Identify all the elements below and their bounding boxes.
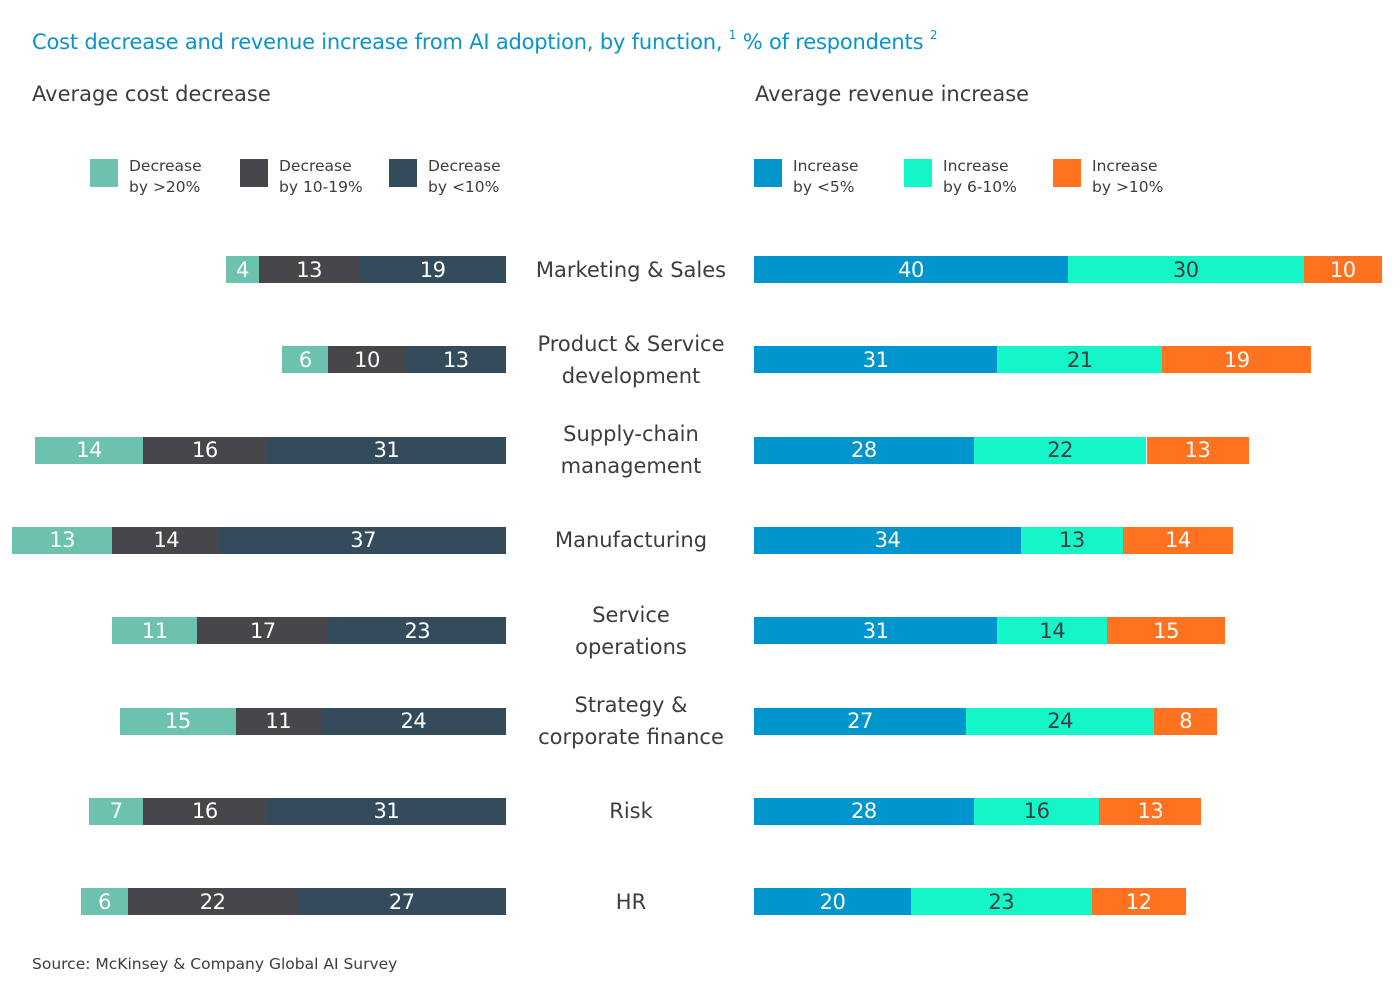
cost-bar-segment: 37 xyxy=(220,526,506,554)
revenue-bar-segment: 13 xyxy=(1020,526,1123,554)
cost-bar-segment: 7 xyxy=(89,797,144,825)
cost-bar-segment: 6 xyxy=(81,888,128,916)
category-label: Supply-chain management xyxy=(560,422,702,479)
cost-bar-segment: 23 xyxy=(328,617,506,645)
revenue-bar-segment: 34 xyxy=(754,526,1021,554)
revenue-bar-segment: 27 xyxy=(754,707,966,735)
cost-bar-segment: 11 xyxy=(235,707,321,735)
cost-legend-item: Decrease by >20% xyxy=(90,156,202,198)
footnote-marker-1: 1 xyxy=(728,28,737,42)
cost-bar-segment: 11 xyxy=(112,617,198,645)
revenue-bar-segment: 14 xyxy=(1122,526,1233,554)
legend-swatch xyxy=(904,159,932,187)
revenue-legend-item: Increase by <5% xyxy=(754,156,859,198)
cost-bar-segment: 16 xyxy=(143,797,267,825)
revenue-bar-segment: 40 xyxy=(754,256,1068,283)
legend-label: Decrease by >20% xyxy=(129,157,202,196)
revenue-legend-item: Increase by 6-10% xyxy=(904,156,1017,198)
legend-swatch xyxy=(90,159,118,187)
revenue-bar-segment: 16 xyxy=(973,797,1100,825)
legend-label: Decrease by <10% xyxy=(428,157,501,196)
revenue-bar-segment: 14 xyxy=(997,617,1108,645)
title-unit: % of respondents xyxy=(742,30,924,54)
legend-label: Increase by <5% xyxy=(793,157,859,196)
cost-bar-segment: 14 xyxy=(35,436,144,464)
legend-label: Increase by >10% xyxy=(1092,157,1164,196)
legend-swatch xyxy=(1053,159,1081,187)
revenue-bar-segment: 13 xyxy=(1099,797,1202,825)
cost-bar-segment: 16 xyxy=(143,436,267,464)
revenue-bar-segment: 28 xyxy=(754,797,974,825)
cost-panel-title: Average cost decrease xyxy=(32,82,271,106)
legend-label: Increase by 6-10% xyxy=(943,157,1017,196)
revenue-bar-segment: 31 xyxy=(754,617,998,645)
revenue-panel-title: Average revenue increase xyxy=(755,82,1030,106)
cost-bar-segment: 14 xyxy=(112,526,221,554)
cost-bar-segment: 31 xyxy=(266,436,506,464)
revenue-bar-segment: 15 xyxy=(1107,617,1225,645)
cost-bar-segment: 31 xyxy=(266,797,506,825)
revenue-bar-segment: 28 xyxy=(754,436,974,464)
chart-title: Cost decrease and revenue increase from … xyxy=(32,28,938,54)
revenue-legend-item: Increase by >10% xyxy=(1053,156,1163,198)
category-label: HR xyxy=(615,889,647,914)
revenue-bar-segment: 30 xyxy=(1068,256,1304,283)
cost-bar-segment: 27 xyxy=(297,888,506,916)
category-label: Risk xyxy=(609,799,653,824)
revenue-bar-segment: 24 xyxy=(965,707,1155,735)
cost-legend-item: Decrease by <10% xyxy=(389,156,501,198)
cost-legend-item: Decrease by 10-19% xyxy=(240,156,363,198)
cost-bar-segment: 13 xyxy=(11,526,113,554)
revenue-bar-segment: 10 xyxy=(1303,256,1382,283)
cost-bar-segment: 6 xyxy=(282,346,329,374)
cost-bar-segment: 17 xyxy=(197,617,329,645)
revenue-bar-segment: 8 xyxy=(1154,707,1218,735)
cost-bar-segment: 13 xyxy=(405,346,506,374)
category-label: Marketing & Sales xyxy=(535,257,727,282)
cost-bar-segment: 24 xyxy=(320,707,506,735)
legend-label: Decrease by 10-19% xyxy=(279,157,363,196)
legend-swatch xyxy=(240,159,268,187)
legend-swatch xyxy=(389,159,417,187)
revenue-bar-segment: 21 xyxy=(997,346,1163,374)
cost-bar-segment: 15 xyxy=(120,707,236,735)
category-label: Manufacturing xyxy=(554,528,708,553)
cost-bar-segment: 19 xyxy=(359,256,506,283)
revenue-bar-segment: 12 xyxy=(1091,888,1186,916)
category-label: Product & Service development xyxy=(537,331,725,388)
cost-bar-segment: 22 xyxy=(127,888,298,916)
category-label: Service operations xyxy=(575,602,687,659)
revenue-bar-segment: 22 xyxy=(973,436,1147,464)
revenue-bar-segment: 19 xyxy=(1162,346,1312,374)
cost-bar-segment: 13 xyxy=(258,256,360,283)
source-note: Source: McKinsey & Company Global AI Sur… xyxy=(32,955,398,973)
footnote-marker-2: 2 xyxy=(929,28,938,42)
cost-bar-segment: 10 xyxy=(328,346,406,374)
title-text: Cost decrease and revenue increase from … xyxy=(32,30,723,54)
legend-swatch xyxy=(754,159,782,187)
revenue-bar-segment: 20 xyxy=(754,888,911,916)
category-label: Strategy & corporate finance xyxy=(538,693,724,749)
cost-bar-segment: 4 xyxy=(225,256,259,283)
revenue-bar-segment: 23 xyxy=(911,888,1092,916)
revenue-bar-segment: 13 xyxy=(1146,436,1249,464)
revenue-bar-segment: 31 xyxy=(754,346,998,374)
